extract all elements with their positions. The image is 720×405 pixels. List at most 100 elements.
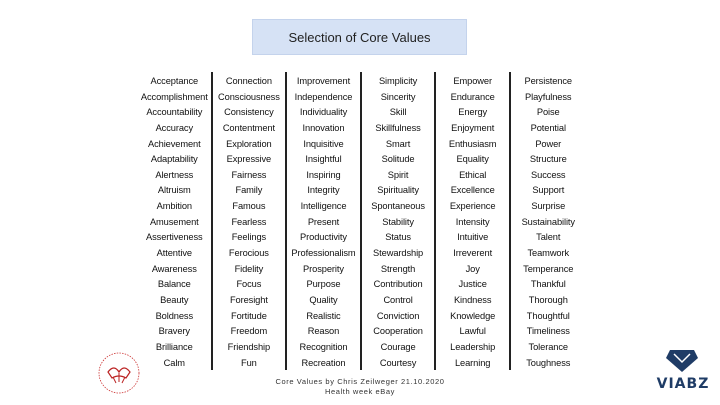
value-item: Enthusiasm [448,138,497,149]
value-item: Kindness [453,294,492,305]
value-item: Sincerity [380,91,416,102]
value-item: Alertness [155,169,194,180]
value-item: Sustainability [521,216,575,227]
value-item: Inspiring [306,169,341,180]
value-item: Status [385,232,411,243]
value-item: Calm [163,357,185,368]
values-column: Connection Consciousness Consistency Conten… [213,72,288,370]
value-item: Accuracy [155,122,194,133]
value-item: Reason [307,326,340,337]
value-item: Fortitude [230,310,267,321]
value-item: Awareness [151,263,197,274]
value-item: Spontaneous [371,201,425,212]
value-item: Fearless [231,216,267,227]
value-item: Acceptance [150,76,199,86]
value-item: Skill [389,107,407,118]
value-item: Brilliance [155,341,193,352]
value-item: Ferocious [228,248,269,259]
value-item: Toughness [526,357,571,368]
value-item: Knowledge [450,310,496,321]
value-item: Skillfulness [375,122,421,133]
value-item: Intuitive [457,232,489,243]
value-item: Independence [294,91,353,102]
value-item: Beauty [160,294,189,305]
value-item: Surprise [531,201,566,212]
value-item: Foresight [229,294,268,305]
value-item: Leadership [450,341,496,352]
value-item: Professionalism [291,248,356,259]
value-item: Strength [380,263,416,274]
value-item: Contribution [373,279,423,290]
value-item: Experience [449,201,496,212]
footer-event: Health week eBay [324,387,396,396]
value-item: Achievement [147,138,201,149]
value-item: Solitude [381,154,415,165]
viabz-logo-icon [666,350,698,372]
value-item: Improvement [296,76,351,86]
value-item: Learning [454,357,491,368]
value-item: Present [307,216,340,227]
value-item: Innovation [302,122,345,133]
value-item: Realistic [306,310,341,321]
emblem-logo [98,352,140,394]
brand-name: VIABZ [656,376,710,392]
value-item: Endurance [450,91,495,102]
values-column: Acceptance Accomplishment Accountability Ac… [138,72,213,370]
value-item: Smart [385,138,411,149]
value-item: Fidelity [234,263,264,274]
value-item: Energy [458,107,488,118]
value-item: Power [535,138,562,149]
value-item: Thorough [528,294,568,305]
value-item: Intelligence [300,201,347,212]
value-item: Consistency [224,107,274,118]
value-item: Contentment [222,122,275,133]
core-values-table: Acceptance Accomplishment Accountability Ac… [138,72,586,370]
value-item: Individuality [299,107,348,118]
value-item: Productivity [300,232,347,243]
value-item: Exploration [226,138,272,149]
value-item: Empower [453,76,492,86]
value-item: Freedom [230,326,268,337]
slide-footer: Core Values by Chris Zeilweger 21.10.202… [250,377,470,397]
footer-credit: Core Values by Chris Zeilweger 21.10.202… [275,377,445,386]
value-item: Structure [529,154,567,165]
value-item: Irreverent [453,248,493,259]
value-item: Feelings [231,232,267,243]
value-item: Prosperity [303,263,344,274]
values-column: Simplicity Sincerity Skill Skillfulness Smar… [362,72,437,370]
value-item: Amusement [149,216,199,227]
value-item: Boldness [155,310,194,321]
value-item: Simplicity [378,76,418,86]
value-item: Inquisitive [303,138,344,149]
value-item: Equality [456,154,489,165]
value-item: Thankful [530,279,566,290]
value-item: Purpose [306,279,341,290]
value-item: Talent [536,232,561,243]
values-column: Empower Endurance Energy Enjoyment Enthusias… [436,72,511,370]
value-item: Enjoyment [451,122,495,133]
value-item: Accomplishment [140,91,208,102]
value-item: Quality [309,294,338,305]
value-item: Poise [536,107,560,118]
value-item: Focus [236,279,262,290]
value-item: Spirituality [377,185,419,196]
value-item: Expressive [226,154,272,165]
value-item: Ethical [459,169,487,180]
value-item: Balance [157,279,191,290]
value-item: Ambition [156,201,192,212]
values-column: Improvement Independence Individuality Inno… [287,72,362,370]
value-item: Accountability [146,107,203,118]
value-item: Potential [530,122,566,133]
value-item: Attentive [156,248,192,259]
value-item: Persistence [524,76,573,86]
value-item: Insightful [305,154,342,165]
value-item: Altruism [157,185,191,196]
value-item: Fairness [231,169,267,180]
value-item: Justice [458,279,487,290]
value-item: Stewardship [373,248,424,259]
value-item: Family [235,185,263,196]
value-item: Control [383,294,413,305]
value-item: Success [531,169,566,180]
values-column: Persistence Playfulness Poise Potential Powe… [511,72,586,370]
value-item: Stability [382,216,414,227]
